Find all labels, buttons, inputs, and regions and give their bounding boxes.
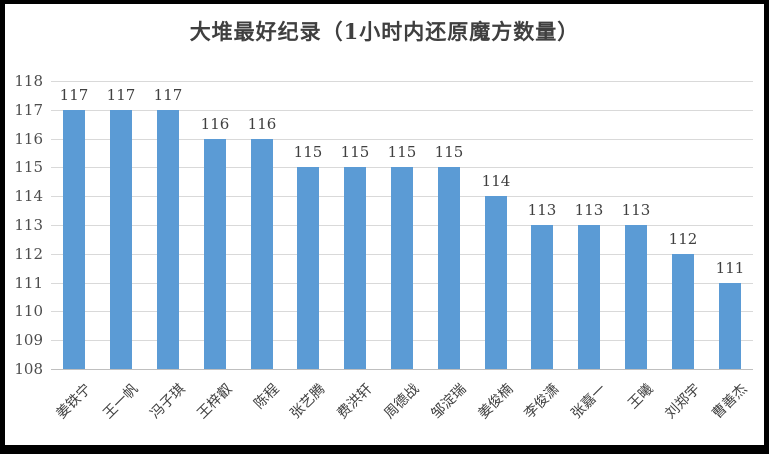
bar-value-label: 113 (527, 201, 557, 219)
bar-value-label: 117 (59, 86, 89, 104)
bar-value-label: 112 (668, 230, 698, 248)
x-axis-label-text: 王一帆 (100, 381, 142, 423)
bar (391, 167, 413, 369)
y-axis-tick-label: 109 (14, 331, 43, 349)
bar (625, 225, 647, 369)
bar (438, 167, 460, 369)
x-axis-label-text: 张嘉一 (568, 381, 610, 423)
bar-value-label: 117 (153, 86, 183, 104)
x-axis-label-text: 曹善杰 (709, 381, 751, 423)
bar (485, 196, 507, 369)
bar (157, 110, 179, 369)
y-axis-tick-label: 112 (14, 245, 43, 263)
bar (672, 254, 694, 369)
x-axis-label-text: 王曦 (625, 381, 657, 413)
x-axis-label-text: 姜铁宁 (53, 381, 95, 423)
bar (344, 167, 366, 369)
y-axis-tick-label: 111 (14, 274, 43, 292)
y-axis-tick-label: 118 (14, 72, 43, 90)
bar (251, 139, 273, 369)
x-axis-label-text: 张艺腾 (287, 381, 329, 423)
x-axis-label-text: 王梓叡 (194, 381, 236, 423)
bar-value-label: 111 (715, 259, 745, 277)
bar-value-label: 114 (481, 172, 511, 190)
bar (204, 139, 226, 369)
y-axis-tick-label: 116 (14, 130, 43, 148)
bar-value-label: 117 (106, 86, 136, 104)
y-axis-tick-label: 115 (14, 158, 43, 176)
bar-value-label: 116 (200, 115, 230, 133)
bar-value-label: 113 (621, 201, 651, 219)
y-axis-tick-label: 108 (14, 360, 43, 378)
x-axis-label-text: 李俊潇 (521, 381, 563, 423)
y-axis-tick-label: 117 (14, 101, 43, 119)
y-axis-tick-label: 114 (14, 187, 43, 205)
bar-value-label: 115 (293, 143, 323, 161)
y-axis-tick-label: 110 (14, 302, 43, 320)
x-axis-label-text: 周德战 (381, 381, 423, 423)
gridline (51, 81, 753, 82)
bar-value-label: 116 (247, 115, 277, 133)
bar-value-label: 115 (434, 143, 464, 161)
bar (719, 283, 741, 369)
x-axis-label-text: 费洪轩 (334, 381, 376, 423)
bar (63, 110, 85, 369)
y-axis-tick-label: 113 (14, 216, 43, 234)
x-axis-label-text: 冯子琪 (147, 381, 189, 423)
bar-value-label: 115 (387, 143, 417, 161)
gridline (51, 139, 753, 140)
gridline (51, 110, 753, 111)
x-axis-line (51, 369, 753, 370)
x-axis-label-text: 姜俊楠 (475, 381, 517, 423)
chart-title: 大堆最好纪录（1小时内还原魔方数量） (189, 19, 580, 44)
x-axis-label-text: 刘郑宇 (662, 381, 704, 423)
bar (110, 110, 132, 369)
bar (531, 225, 553, 369)
x-axis-label-text: 邹淀瑞 (428, 381, 470, 423)
x-axis-label-text: 陈程 (251, 381, 283, 413)
bar (297, 167, 319, 369)
bar (578, 225, 600, 369)
bar-value-label: 115 (340, 143, 370, 161)
bar-value-label: 113 (574, 201, 604, 219)
